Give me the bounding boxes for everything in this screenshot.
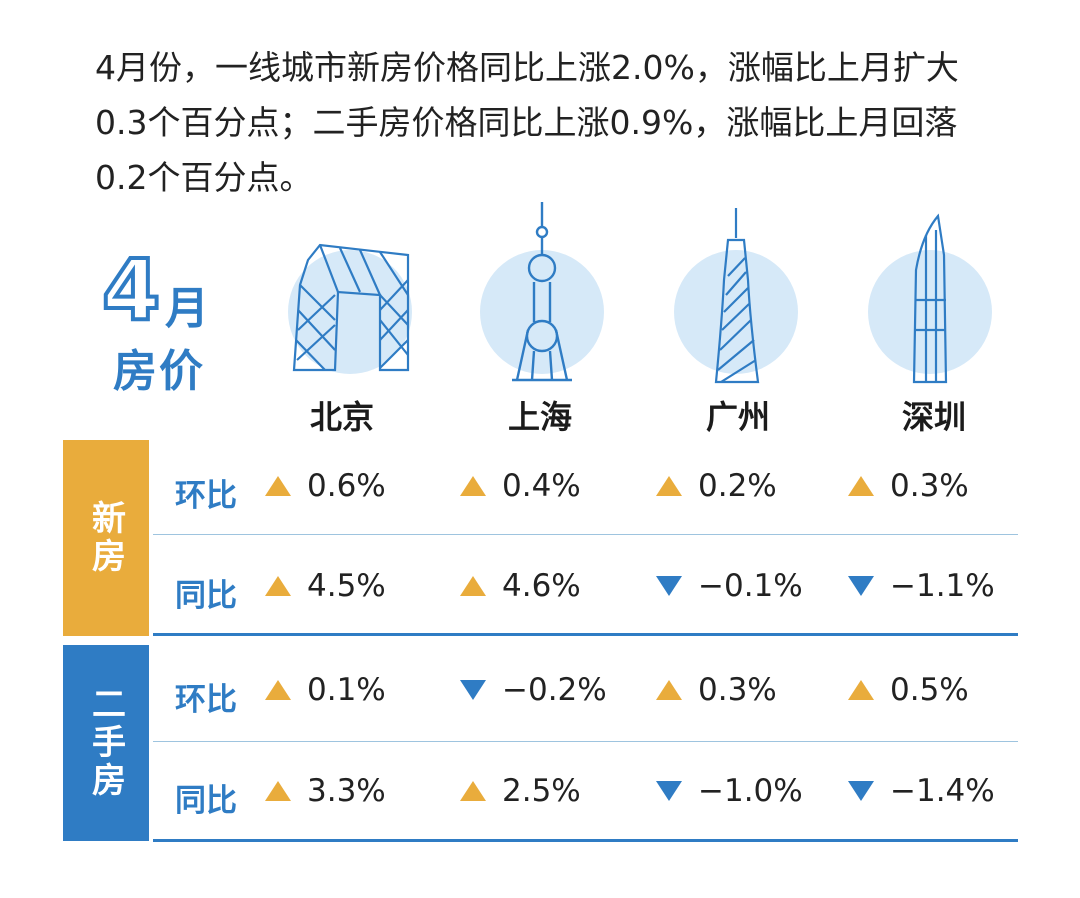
- value-text: 0.1%: [307, 672, 386, 708]
- triangle-up-icon: [460, 476, 486, 496]
- value-text: 0.3%: [890, 468, 969, 504]
- intro-line: 0.3个百分点；二手房价格同比上涨0.9%，涨幅比上月回落: [95, 103, 958, 142]
- city-name-shenzhen: 深圳: [901, 398, 966, 436]
- value-text: −1.1%: [890, 568, 995, 604]
- value-cell: −1.4%: [848, 773, 995, 809]
- triangle-down-icon: [656, 576, 682, 596]
- value-cell: −0.2%: [460, 672, 607, 708]
- value-text: 4.6%: [502, 568, 581, 604]
- value-cell: 0.3%: [848, 468, 969, 504]
- value-text: 4.5%: [307, 568, 386, 604]
- title-number: 4: [100, 241, 162, 339]
- value-cell: −0.1%: [656, 568, 803, 604]
- row-label-mom: 环比: [175, 478, 237, 514]
- triangle-down-icon: [656, 781, 682, 801]
- value-cell: −1.1%: [848, 568, 995, 604]
- triangle-up-icon: [460, 781, 486, 801]
- triangle-down-icon: [460, 680, 486, 700]
- table-bottom-border: [153, 839, 1018, 842]
- value-cell: 4.5%: [265, 568, 386, 604]
- row-label-yoy: 同比: [175, 783, 237, 819]
- value-text: 0.6%: [307, 468, 386, 504]
- title-month: 月: [165, 283, 209, 334]
- row-divider: [153, 741, 1018, 742]
- city-name-shanghai: 上海: [507, 398, 572, 436]
- value-text: −0.2%: [502, 672, 607, 708]
- triangle-up-icon: [460, 576, 486, 596]
- triangle-up-icon: [656, 680, 682, 700]
- triangle-down-icon: [848, 576, 874, 596]
- intro-line: 0.2个百分点。: [95, 158, 313, 197]
- row-label-yoy: 同比: [175, 578, 237, 614]
- triangle-up-icon: [265, 680, 291, 700]
- value-text: −0.1%: [698, 568, 803, 604]
- value-text: 0.5%: [890, 672, 969, 708]
- triangle-up-icon: [265, 781, 291, 801]
- triangle-down-icon: [848, 781, 874, 801]
- value-text: 0.3%: [698, 672, 777, 708]
- value-cell: 3.3%: [265, 773, 386, 809]
- value-cell: −1.0%: [656, 773, 803, 809]
- value-cell: 2.5%: [460, 773, 581, 809]
- cctv-tower-icon: [288, 243, 412, 374]
- intro-line: 4月份，一线城市新房价格同比上涨2.0%，涨幅比上月扩大: [95, 48, 959, 87]
- triangle-up-icon: [265, 576, 291, 596]
- value-cell: 0.5%: [848, 672, 969, 708]
- triangle-up-icon: [656, 476, 682, 496]
- section-label-new-house: 新房: [63, 440, 149, 636]
- triangle-up-icon: [848, 680, 874, 700]
- section-divider: [153, 633, 1018, 636]
- city-name-beijing: 北京: [309, 398, 374, 436]
- triangle-up-icon: [848, 476, 874, 496]
- canton-tower-icon: [674, 208, 798, 384]
- value-text: 3.3%: [307, 773, 386, 809]
- section-label-second-hand: 二手房: [63, 645, 149, 841]
- value-cell: 0.6%: [265, 468, 386, 504]
- value-text: 0.2%: [698, 468, 777, 504]
- row-label-mom: 环比: [175, 682, 237, 718]
- ping-an-tower-icon: [868, 213, 992, 384]
- value-cell: 0.1%: [265, 672, 386, 708]
- row-divider: [153, 534, 1018, 535]
- triangle-up-icon: [265, 476, 291, 496]
- value-text: −1.0%: [698, 773, 803, 809]
- value-cell: 4.6%: [460, 568, 581, 604]
- city-name-guangzhou: 广州: [705, 398, 770, 436]
- value-text: 2.5%: [502, 773, 581, 809]
- oriental-pearl-tower-icon: [480, 202, 604, 382]
- intro-paragraph: 4月份，一线城市新房价格同比上涨2.0%，涨幅比上月扩大 0.3个百分点；二手房…: [95, 40, 995, 205]
- value-text: −1.4%: [890, 773, 995, 809]
- value-cell: 0.3%: [656, 672, 777, 708]
- title-subtitle: 房价: [113, 346, 205, 397]
- value-cell: 0.4%: [460, 468, 581, 504]
- value-cell: 0.2%: [656, 468, 777, 504]
- value-text: 0.4%: [502, 468, 581, 504]
